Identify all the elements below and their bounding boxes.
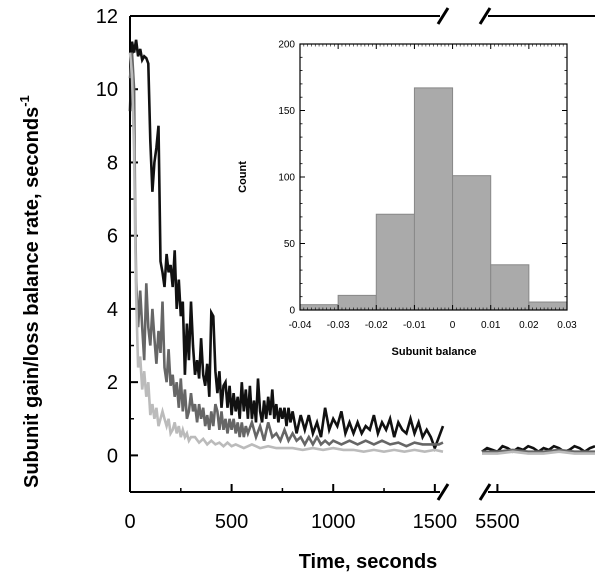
x-tick-label: 1500: [413, 511, 458, 533]
axis-break-mark-2: [436, 483, 450, 501]
histogram-bar: [375, 213, 415, 311]
inset-x-tick-label: 0.01: [481, 320, 501, 331]
histogram-bar: [490, 264, 530, 311]
inset-y-tick-label: 0: [289, 306, 295, 317]
x-axis-title: Time, seconds: [299, 551, 438, 573]
x-tick-label: 5500: [475, 511, 520, 533]
axis-break-mark-0: [436, 7, 450, 25]
series-0-line-segment-1: [128, 39, 445, 452]
series-2-line-segment-1: [128, 52, 444, 454]
inset-y-tick-label: 200: [278, 40, 295, 51]
y-tick-label: 6: [107, 226, 118, 248]
inset-x-tick-label: -0.01: [403, 320, 426, 331]
x-tick-label: 500: [215, 511, 248, 533]
series-1-line-segment-1: [128, 52, 444, 448]
x-tick-label: 1000: [311, 511, 356, 533]
inset-y-tick-label: 50: [284, 239, 296, 250]
inset-x-tick-label: -0.04: [289, 320, 312, 331]
y-tick-label: 0: [107, 445, 118, 467]
y-axis-title: Subunit gain/loss balance rate, seconds-…: [17, 95, 43, 488]
main-plot-series: [128, 39, 595, 455]
inset-x-tick-label: -0.02: [365, 320, 388, 331]
inset-x-axis-title: Subunit balance: [392, 346, 477, 358]
inset-x-tick-label: 0: [450, 320, 456, 331]
inset-x-tick-label: 0.03: [557, 320, 577, 331]
y-tick-label: 12: [96, 6, 118, 28]
histogram-bar: [413, 87, 454, 311]
axis-break-mark-3: [478, 483, 492, 501]
inset-x-tick-label: 0.02: [519, 320, 539, 331]
inset-y-tick-label: 150: [278, 106, 295, 117]
y-axis-title-text: Subunit gain/loss balance rate, seconds: [21, 107, 43, 488]
histogram-bar: [452, 175, 492, 311]
y-tick-label: 4: [107, 299, 118, 321]
inset-y-axis-title: Count: [237, 161, 249, 193]
y-tick-label: 10: [96, 79, 118, 101]
x-tick-label: 0: [124, 511, 135, 533]
y-tick-label: 2: [107, 372, 118, 394]
axis-break-mark-1: [478, 7, 492, 25]
y-tick-label: 8: [107, 152, 118, 174]
y-axis-title-superscript: -1: [17, 95, 32, 107]
series-2-line-segment-2: [482, 450, 595, 455]
inset-y-tick-label: 100: [278, 173, 295, 184]
inset-axes: 0 50 100 150 200 -0.04 -0.03 -0.02 -0.01 0 0.01 0.0…: [278, 40, 577, 332]
series-1-line-segment-2: [482, 448, 595, 454]
inset-x-tick-label: -0.03: [327, 320, 350, 331]
inset-histogram: 0 50 100 150 200 -0.04 -0.03 -0.02 -0.01 0 0.01 0.0…: [237, 40, 577, 359]
